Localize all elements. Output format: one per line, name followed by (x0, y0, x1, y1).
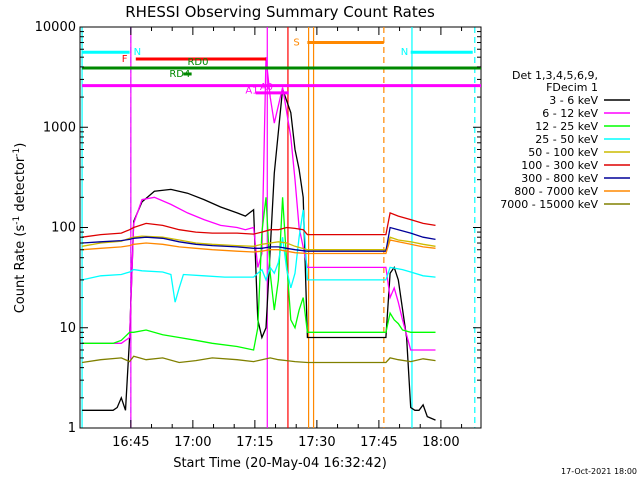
legend-label: 50 - 100 keV (528, 146, 598, 159)
legend-label: 100 - 300 keV (521, 159, 598, 172)
series-line-6 (82, 226, 436, 252)
y-tick-label: 1000 (43, 120, 76, 135)
y-tick-label: 100 (51, 221, 76, 236)
legend-header-2: FDecim 1 (546, 81, 598, 94)
series-line-2 (82, 197, 436, 351)
annotation-label: RD0 (187, 57, 208, 68)
legend-header-1: Det 1,3,4,5,6,9, (512, 69, 598, 82)
legend-label: 800 - 7000 keV (514, 185, 598, 198)
y-tick-label: 10000 (35, 20, 76, 35)
x-tick-label: 16:45 (112, 435, 149, 450)
y-tick-label: 1 (68, 421, 76, 436)
chart-title: RHESSI Observing Summary Count Rates (125, 3, 435, 21)
annotation-label: F (122, 54, 128, 65)
x-axis-label: Start Time (20-May-04 16:32:42) (173, 456, 387, 471)
series-line-5 (82, 212, 436, 238)
legend-label: 6 - 12 keV (542, 107, 598, 120)
series-line-3 (81, 209, 436, 303)
legend-label: 300 - 800 keV (521, 172, 598, 185)
vertical-markers (81, 27, 476, 428)
annotation-label: S (293, 38, 299, 49)
y-axis-label-main: Count Rate (s (13, 225, 28, 314)
x-tick-label: 18:00 (422, 435, 459, 450)
x-tick-label: 17:15 (236, 435, 273, 450)
series-line-1 (82, 57, 436, 351)
legend-label: 12 - 25 keV (535, 120, 598, 133)
y-axis-label-mid: detector (13, 156, 28, 216)
series-line-4 (81, 235, 436, 251)
footer-timestamp: 17-Oct-2021 18:00 (561, 467, 637, 476)
y-axis-label-end: ) (13, 143, 28, 148)
annotation-label: N (134, 47, 141, 58)
series-line-8 (82, 355, 436, 364)
series-line-0 (82, 88, 436, 421)
y-axis-label-exp2: -1 (12, 148, 22, 157)
legend-label: 3 - 6 keV (549, 94, 598, 107)
legend-label: 7000 - 15000 keV (500, 198, 598, 211)
legend-label: 25 - 50 keV (535, 133, 598, 146)
x-tick-label: 17:00 (174, 435, 211, 450)
tick-layer: 1 10 100 1000 10000 16:45 17:00 17:15 17:30 17:45… (35, 20, 481, 450)
x-tick-label: 17:30 (298, 435, 335, 450)
annotation-label: A0 (260, 82, 273, 93)
y-axis-label-exp1: -1 (12, 216, 22, 225)
y-axis-label: Count Rate (s-1 detector-1) (12, 143, 28, 314)
annotation-label: RD4 (169, 69, 190, 80)
annotation-label: N (401, 47, 408, 58)
y-tick-label: 10 (59, 321, 76, 336)
x-tick-label: 17:45 (360, 435, 397, 450)
series-layer (81, 57, 436, 421)
series-line-7 (82, 239, 436, 255)
annotation-label: A1 (245, 86, 258, 97)
